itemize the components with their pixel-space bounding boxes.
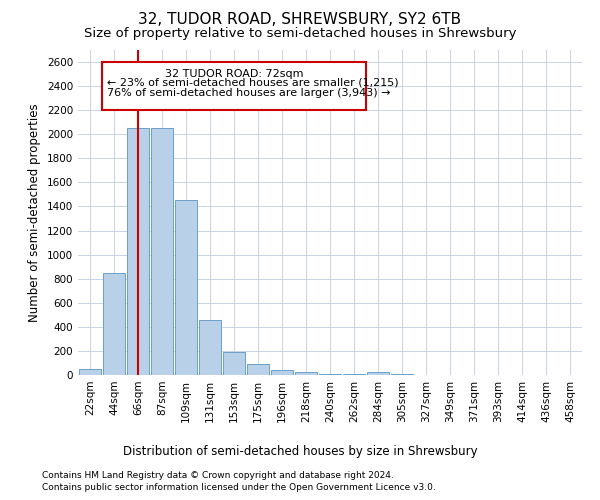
Text: Size of property relative to semi-detached houses in Shrewsbury: Size of property relative to semi-detach… bbox=[84, 28, 516, 40]
Text: Contains public sector information licensed under the Open Government Licence v3: Contains public sector information licen… bbox=[42, 484, 436, 492]
Y-axis label: Number of semi-detached properties: Number of semi-detached properties bbox=[28, 103, 41, 322]
Text: ← 23% of semi-detached houses are smaller (1,215): ← 23% of semi-detached houses are smalle… bbox=[107, 78, 398, 88]
Bar bbox=[79, 369, 101, 375]
Text: Distribution of semi-detached houses by size in Shrewsbury: Distribution of semi-detached houses by … bbox=[122, 444, 478, 458]
Bar bbox=[103, 272, 125, 375]
Bar bbox=[343, 374, 365, 375]
Bar bbox=[367, 372, 389, 375]
Bar bbox=[391, 374, 413, 375]
Bar bbox=[223, 352, 245, 375]
Text: 32, TUDOR ROAD, SHREWSBURY, SY2 6TB: 32, TUDOR ROAD, SHREWSBURY, SY2 6TB bbox=[139, 12, 461, 28]
Text: 76% of semi-detached houses are larger (3,943) →: 76% of semi-detached houses are larger (… bbox=[107, 88, 391, 98]
FancyBboxPatch shape bbox=[102, 62, 366, 110]
Bar bbox=[271, 370, 293, 375]
Bar bbox=[151, 128, 173, 375]
Bar bbox=[319, 374, 341, 375]
Bar bbox=[247, 364, 269, 375]
Text: 32 TUDOR ROAD: 72sqm: 32 TUDOR ROAD: 72sqm bbox=[165, 68, 303, 78]
Bar bbox=[295, 372, 317, 375]
Bar bbox=[127, 128, 149, 375]
Text: Contains HM Land Registry data © Crown copyright and database right 2024.: Contains HM Land Registry data © Crown c… bbox=[42, 471, 394, 480]
Bar bbox=[175, 200, 197, 375]
Bar bbox=[199, 320, 221, 375]
